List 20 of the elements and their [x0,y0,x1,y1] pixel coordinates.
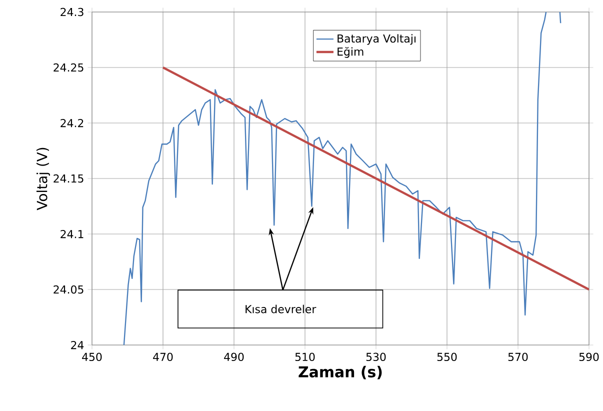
legend-label: Batarya Voltajı [338,34,416,45]
x-tick-label: 490 [224,352,244,362]
x-tick-label: 530 [366,352,386,362]
legend-label: Eğim [338,46,364,58]
y-tick-label: 24 [71,340,84,350]
x-tick-label: 450 [82,352,102,362]
y-tick-label: 24.3 [60,8,84,16]
x-tick-label: 470 [153,352,173,362]
y-tick-label: 24.15 [54,174,84,183]
y-axis-title: Voltaj (V) [36,148,50,210]
x-axis-title: Zaman (s) [298,366,382,380]
x-tick-label: 590 [579,352,599,362]
x-tick-label: 550 [437,352,457,362]
y-tick-label: 24.25 [54,63,84,72]
y-tick-label: 24.1 [60,230,84,238]
y-tick-label: 24.05 [54,285,84,294]
x-tick-label: 570 [508,352,528,362]
y-tick-label: 24.2 [60,118,84,128]
annotation: Kısa devreler [246,304,316,314]
x-tick-label: 510 [295,352,315,362]
